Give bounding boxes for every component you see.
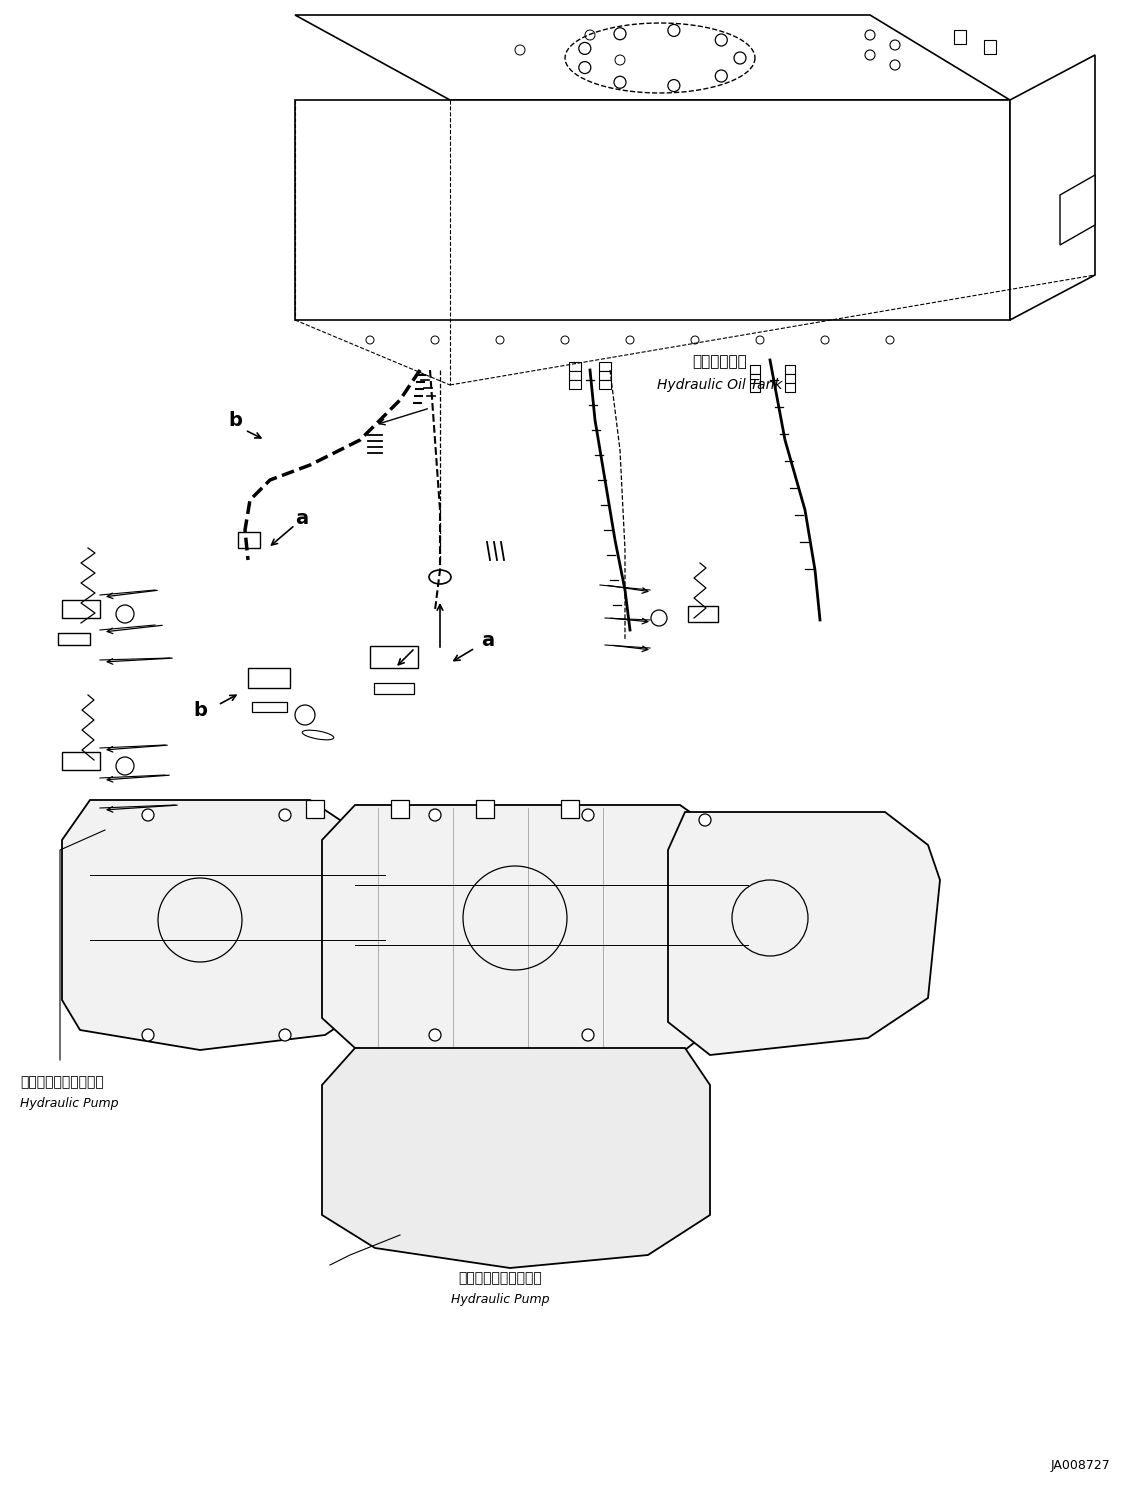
Bar bbox=[749, 383, 760, 392]
Bar bbox=[62, 751, 100, 769]
Text: ハイドロリックポンプ: ハイドロリックポンプ bbox=[21, 1075, 104, 1088]
Bar bbox=[391, 801, 409, 819]
Circle shape bbox=[734, 52, 746, 64]
Text: Hydraulic Pump: Hydraulic Pump bbox=[21, 1096, 118, 1109]
Circle shape bbox=[865, 51, 875, 60]
Circle shape bbox=[142, 1029, 154, 1041]
Circle shape bbox=[582, 810, 595, 822]
Bar bbox=[370, 646, 418, 668]
Bar bbox=[599, 380, 611, 389]
Circle shape bbox=[142, 810, 154, 822]
Bar bbox=[306, 801, 323, 819]
Polygon shape bbox=[295, 100, 1010, 321]
Polygon shape bbox=[322, 1048, 710, 1267]
Circle shape bbox=[715, 34, 728, 46]
Bar bbox=[599, 371, 611, 380]
Bar bbox=[238, 532, 260, 549]
Circle shape bbox=[279, 810, 290, 822]
Circle shape bbox=[715, 70, 728, 82]
Bar bbox=[570, 371, 581, 380]
Bar bbox=[785, 365, 795, 374]
Bar bbox=[570, 380, 581, 389]
Text: 作動油タンク: 作動油タンク bbox=[693, 355, 747, 370]
Circle shape bbox=[667, 24, 680, 36]
Text: JA008727: JA008727 bbox=[1050, 1460, 1111, 1472]
Polygon shape bbox=[322, 805, 748, 1068]
Bar bbox=[248, 668, 290, 687]
Circle shape bbox=[579, 61, 591, 73]
Circle shape bbox=[667, 79, 680, 91]
Circle shape bbox=[890, 60, 900, 70]
Text: b: b bbox=[194, 701, 207, 720]
Circle shape bbox=[614, 76, 626, 88]
Text: a: a bbox=[295, 508, 309, 528]
Bar bbox=[785, 383, 795, 392]
Circle shape bbox=[699, 814, 711, 826]
Ellipse shape bbox=[302, 731, 334, 740]
Bar bbox=[749, 374, 760, 383]
Circle shape bbox=[821, 335, 829, 344]
Circle shape bbox=[886, 335, 894, 344]
Bar bbox=[688, 605, 718, 622]
Bar bbox=[562, 801, 579, 819]
Bar bbox=[570, 362, 581, 371]
Bar bbox=[252, 702, 287, 713]
Text: a: a bbox=[482, 631, 494, 650]
Circle shape bbox=[431, 335, 439, 344]
Bar bbox=[476, 801, 494, 819]
Circle shape bbox=[756, 335, 764, 344]
Circle shape bbox=[562, 335, 570, 344]
Bar bbox=[599, 362, 611, 371]
Ellipse shape bbox=[429, 570, 451, 584]
Circle shape bbox=[495, 335, 503, 344]
Bar bbox=[785, 374, 795, 383]
Circle shape bbox=[691, 335, 699, 344]
Polygon shape bbox=[62, 801, 385, 1050]
Text: Hydraulic Pump: Hydraulic Pump bbox=[451, 1293, 549, 1306]
Circle shape bbox=[890, 40, 900, 51]
Circle shape bbox=[582, 1029, 595, 1041]
Bar bbox=[749, 365, 760, 374]
Text: b: b bbox=[228, 410, 241, 429]
Circle shape bbox=[429, 1029, 441, 1041]
Circle shape bbox=[614, 28, 626, 40]
Polygon shape bbox=[667, 813, 940, 1056]
Circle shape bbox=[865, 30, 875, 40]
Polygon shape bbox=[1060, 174, 1095, 245]
Bar bbox=[984, 40, 995, 54]
Text: Hydraulic Oil Tank: Hydraulic Oil Tank bbox=[657, 379, 782, 392]
Circle shape bbox=[626, 335, 634, 344]
Circle shape bbox=[429, 810, 441, 822]
Circle shape bbox=[366, 335, 374, 344]
Text: ハイドロリックポンプ: ハイドロリックポンプ bbox=[458, 1270, 542, 1285]
Polygon shape bbox=[295, 15, 1010, 100]
Bar bbox=[58, 634, 90, 646]
Circle shape bbox=[279, 1029, 290, 1041]
Bar bbox=[62, 599, 100, 617]
Circle shape bbox=[579, 42, 591, 55]
Bar bbox=[374, 683, 413, 693]
Polygon shape bbox=[1010, 55, 1095, 321]
Bar bbox=[954, 30, 966, 45]
